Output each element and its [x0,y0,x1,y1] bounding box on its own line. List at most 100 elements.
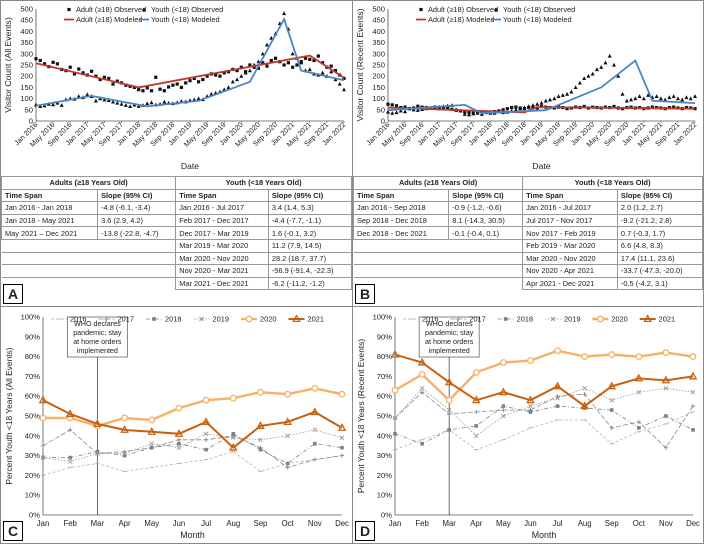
youth-observed-point [106,98,111,102]
youth-observed-point [256,59,261,64]
adult-observed-point [295,63,299,67]
x-tick-label: Aug [578,519,592,528]
legend-label: 2020 [260,315,276,324]
legend-marker [199,316,204,322]
youth-observed-point [633,96,638,101]
y-tick-label: 10% [25,491,40,500]
x-tick-label: Nov [659,519,673,528]
data-point-2017 [474,409,479,415]
y-axis-title: Visitor Count (Recent Events) [355,8,365,121]
percent-youth-all-events-chart: 0% 10% 20% 30% 40% 50% 60% 70% 80% 90% 100% Jan Feb M… [4,313,349,541]
adults-time-span-header: Time Span [352,188,450,203]
x-tick-label: Apr [470,519,483,528]
x-axis-title: Date [181,161,199,171]
series-line-2019 [394,387,694,437]
data-point-2018 [177,441,181,446]
data-point-2017 [40,443,46,448]
adult-observed-point [235,69,239,73]
adult-observed-point [137,88,141,92]
youth-observed-point [560,93,565,97]
table-row: Nov 2020 - Mar 2021 -56.9 (-91.4, -22.3) [1,264,353,278]
x-tick-label: Feb [63,519,77,528]
data-point-2021 [661,375,671,384]
youth-observed-point [543,98,548,103]
adult-observed-point [34,57,38,61]
data-point-2018 [447,428,451,432]
adult-observed-point [94,74,98,78]
youth-observed-point [658,96,663,101]
youth-observed-point [51,102,56,107]
data-point-2021 [93,419,102,427]
data-point-2020 [229,394,237,402]
adult-observed-point [256,66,261,70]
table-row: Mar 2019 - Mar 2020 11.2 (7.9, 14.5) [1,238,353,253]
youth-observed-point [530,103,535,107]
adult-observed-point [286,61,290,65]
data-point-2021 [444,377,454,386]
data-point-2021 [688,371,698,380]
youth-observed-point [145,101,150,106]
y-tick-label: 60% [25,392,40,401]
adult-observed-point [205,74,209,78]
x-axis-title: Month [532,530,557,540]
data-point-2020 [202,396,210,404]
adult-observed-point [111,82,115,86]
adult-observed-point [463,110,467,114]
youth-observed-point [59,103,64,107]
legend-swatch [67,7,71,12]
youth-observed-point [590,71,595,76]
y-tick-label: 400 [20,27,33,36]
x-tick-label: May [496,519,511,528]
data-point-2017 [67,427,73,433]
panel-c: 0% 10% 20% 30% 40% 50% 60% 70% 80% 90% 100% Jan Feb M… [0,306,353,544]
y-tick-label: 30% [25,451,40,460]
data-point-2021 [283,417,292,425]
adult-observed-point [107,76,111,81]
y-tick-label: 0 [381,117,385,126]
youth-observed-point [594,67,599,72]
adult-observed-point [650,105,654,109]
legend-label: 2017 [118,315,134,324]
data-point-2020 [499,359,507,366]
annotation-box [418,316,480,358]
table-row: Mar 2021 - Dec 2021 -6.2 (-11.2, -1.2) [1,276,353,291]
legend-label: 2020 [611,315,627,324]
table-row: Nov 2020 - Apr 2021 -33.7 (-47.3, -20.0) [353,264,704,278]
y-tick-label: 0% [381,511,392,520]
adult-observed-point [269,58,273,63]
data-point-2020 [554,347,561,355]
adult-observed-point [167,85,171,89]
data-point-2018 [231,432,236,436]
x-axis-title: Date [532,161,550,171]
x-tick-label: Nov [308,519,322,528]
legend-label: 2017 [469,315,485,324]
data-point-2019 [473,433,479,439]
youth-observed-point [398,108,403,113]
x-tick-label: Jul [553,519,563,528]
data-point-2017 [663,445,669,450]
data-point-2019 [501,413,506,419]
youth-observed-point [548,97,553,102]
y-tick-label: 80% [377,352,392,361]
data-point-2019 [582,385,587,391]
youth-observed-point [149,100,154,105]
data-point-2019 [67,459,73,464]
y-axis-title: Visitor Count (All Events) [3,17,13,113]
youth-observed-point [471,111,476,116]
data-point-2018 [609,408,614,412]
adult-modeled-line [35,54,345,89]
youth-observed-point [684,95,689,100]
panel-letter-b: B [355,284,375,304]
data-point-2020 [148,416,156,424]
legend-label: 2019 [213,315,229,324]
legend-label: 2016 [70,315,86,324]
adult-observed-point [316,54,320,58]
youth-observed-point [513,107,518,112]
x-tick-label: Jun [524,519,537,528]
legend-marker [596,315,604,323]
legend-marker [456,316,461,322]
annotation-text: WHO declares [426,319,473,328]
adult-observed-point [214,73,218,77]
adult-observed-point [68,65,72,69]
y-tick-label: 100% [21,313,41,322]
